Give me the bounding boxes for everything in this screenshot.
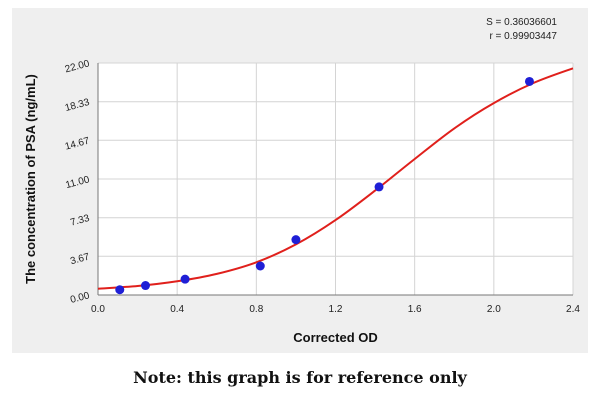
data-point: [374, 182, 384, 192]
y-tick-labels: 0.00 3.67 7.33 11.00 14.67 18.33 22.00: [64, 58, 91, 306]
fit-curve: [97, 67, 574, 290]
y-tick-label: 3.67: [69, 251, 91, 267]
data-point: [180, 274, 190, 284]
y-tick-label: 0.00: [69, 290, 91, 306]
x-tick-labels: 0.0 0.4 0.8 1.2 1.6 2.0 2.4: [91, 304, 580, 315]
x-tick-label: 0.0: [91, 304, 105, 315]
chart: 0.0 0.4 0.8 1.2 1.6 2.0 2.4 0.00 3.67 7.33 11.00 1…: [23, 17, 580, 345]
x-tick-label: 1.2: [329, 304, 343, 315]
y-tick-label: 18.33: [64, 97, 91, 114]
y-tick-label: 22.00: [64, 58, 91, 75]
reference-note: Note: this graph is for reference only: [133, 368, 467, 387]
x-tick-label: 1.6: [408, 304, 422, 315]
x-tick-label: 0.4: [170, 304, 184, 315]
chart-panel: 0.0 0.4 0.8 1.2 1.6 2.0 2.4 0.00 3.67 7.33 11.00 1…: [12, 8, 588, 353]
data-point: [524, 76, 534, 86]
data-point: [291, 235, 301, 245]
data-point: [115, 285, 125, 295]
axes: [97, 63, 573, 296]
y-tick-label: 7.33: [69, 213, 91, 229]
x-tick-label: 0.8: [249, 304, 263, 315]
y-tick-label: 11.00: [64, 174, 91, 191]
annotation-r-value: r = 0.99903447: [489, 31, 557, 42]
y-tick-label: 14.67: [64, 135, 91, 152]
data-points: [115, 76, 534, 295]
data-point: [141, 281, 150, 291]
y-axis-title: The concentration of PSA (ng/mL): [23, 74, 38, 284]
x-tick-label: 2.4: [566, 304, 580, 315]
x-tick-label: 2.0: [487, 304, 501, 315]
x-axis-title: Corrected OD: [293, 330, 378, 345]
data-point: [255, 261, 265, 271]
annotation-s-value: S = 0.36036601: [486, 17, 557, 28]
